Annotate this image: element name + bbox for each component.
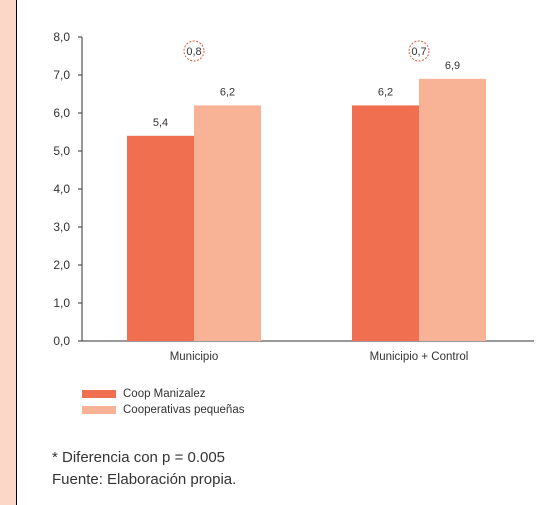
y-tick-label: 4,0: [53, 182, 70, 196]
y-tick-label: 7,0: [53, 68, 70, 82]
source-note: Fuente: Elaboración propia.: [52, 471, 237, 488]
y-tick-label: 8,0: [53, 30, 70, 44]
legend-swatch-coop-manizalez: [82, 390, 116, 398]
bar-chart: 0,0 1,0 2,0 3,0 4,0 5,0 6,0 7,0 8,0 5,4 6,2 Municip…: [53, 30, 534, 363]
y-tick-label: 0,0: [53, 334, 70, 348]
y-tick-label: 2,0: [53, 258, 70, 272]
left-border-line: [16, 0, 17, 505]
legend-item-cooperativas-pequenas: Cooperativas pequeñas: [82, 402, 244, 418]
bar: [352, 105, 419, 342]
bar: [127, 135, 194, 341]
difference-annotation-circle: [408, 40, 430, 62]
data-label: 6,2: [220, 86, 235, 98]
difference-annotation: 0,8: [186, 46, 201, 58]
legend-item-coop-manizalez: Coop Manizalez: [82, 386, 244, 402]
footnotes: * Diferencia con p = 0.005 Fuente: Elabo…: [52, 447, 236, 491]
category-label: Municipio + Control: [370, 351, 469, 363]
category-label: Municipio: [170, 351, 219, 363]
bar: [194, 105, 261, 342]
legend-swatch-cooperativas-pequenas: [82, 406, 116, 414]
difference-annotation-circle: [183, 40, 205, 62]
y-tick-label: 3,0: [53, 220, 70, 234]
y-tick-label: 5,0: [53, 144, 70, 158]
data-label: 6,9: [445, 60, 460, 72]
legend-label-coop-manizalez: Coop Manizalez: [123, 388, 206, 400]
legend-label-cooperativas-pequenas: Cooperativas pequeñas: [123, 404, 245, 416]
bar: [419, 78, 486, 342]
data-label: 5,4: [153, 117, 168, 129]
significance-note: * Diferencia con p = 0.005: [52, 449, 226, 466]
y-tick-label: 1,0: [53, 296, 70, 310]
difference-annotation: 0,7: [411, 46, 426, 58]
data-label: 6,2: [378, 86, 393, 98]
y-tick-label: 6,0: [53, 106, 70, 120]
chart-legend: Coop Manizalez Cooperativas pequeñas: [82, 386, 244, 418]
